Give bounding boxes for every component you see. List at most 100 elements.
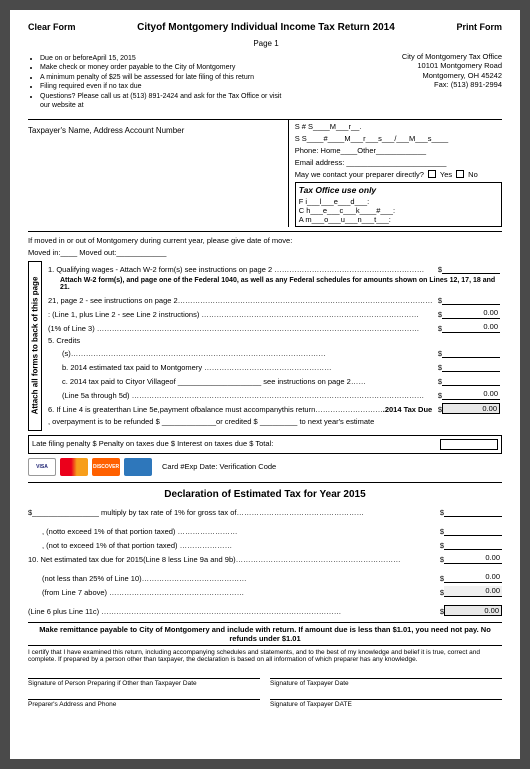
- amount-input[interactable]: [442, 375, 500, 386]
- line-1pct: (1% of Line 3) ……………………………………………………………………: [48, 322, 500, 333]
- no-label: No: [468, 170, 478, 179]
- line-2: : (Line 1, plus Line 2 - see Line 2 inst…: [48, 308, 500, 319]
- tax-form-page: Clear Form Cityof Montgomery Individual …: [10, 10, 520, 759]
- bullet-item: Filing required even if no tax due: [40, 82, 289, 91]
- discover-icon: DISCOVER: [92, 458, 120, 476]
- card-fields: Card #Exp Date: Verification Code: [162, 462, 276, 471]
- topbar: Clear Form Cityof Montgomery Individual …: [28, 22, 502, 48]
- ss-line-1: S # S____M___r__.: [295, 122, 502, 131]
- print-form-button[interactable]: Print Form: [456, 22, 502, 32]
- office-line: Montgomery, OH 45242: [312, 71, 502, 80]
- tax-office-header: Tax Office use only: [299, 185, 498, 195]
- amount-input[interactable]: [444, 539, 502, 550]
- preparer-address[interactable]: Preparer's Address and Phone: [28, 699, 260, 708]
- tax-due-label: .2014 Tax Due: [383, 405, 432, 414]
- amount-input[interactable]: [442, 294, 500, 305]
- line-5-credits: 5. Credits: [48, 336, 500, 345]
- move-date-section: If moved in or out of Montgomery during …: [28, 231, 502, 257]
- line-21p: 21, page 2 - see instructions on page 2……: [48, 294, 500, 305]
- attach-sidebar: Attach all forms to back of this page: [28, 261, 42, 431]
- bullet-item: Due on or beforeApril 15, 2015: [40, 54, 289, 63]
- amount-value: 0.00: [444, 572, 502, 583]
- line-text: : (Line 1, plus Line 2 - see Line 2 inst…: [48, 310, 438, 319]
- header-row: Due on or beforeApril 15, 2015 Make chec…: [28, 52, 502, 111]
- taxpayer-signature[interactable]: Signature of Taxpayer Date: [270, 678, 502, 687]
- line-text: (not less than 25% of Line 10)……………………………: [42, 574, 440, 583]
- line-6: 6. If Line 4 is greaterthan Line 5e,paym…: [48, 403, 500, 414]
- line-1: 1. Qualifying wages - Attach W-2 form(s)…: [48, 263, 500, 274]
- line-text: b. 2014 estimated tax paid to Montgomery…: [62, 363, 438, 372]
- est-line-12: (Line 6 plus Line 11c) ………………………………………………: [28, 605, 502, 616]
- est-line-9a: , (notto exceed 1% of that portion taxed…: [28, 525, 502, 536]
- line-5c: c. 2014 tax paid to Cityor Villageof ___…: [48, 375, 500, 386]
- line-5sum: (Line 5a through 5d) ……………………………………………………: [48, 389, 500, 400]
- phone-line: Phone: Home____Other____________: [295, 146, 502, 155]
- line-5a: (s)………………………………………………………………………………………… $: [48, 347, 500, 358]
- late-filing-row: Late filing penalty $ Penalty on taxes d…: [28, 435, 502, 454]
- line-text: 10. Net estimated tax due for 2015(Line …: [28, 555, 440, 564]
- mastercard-icon: [60, 458, 88, 476]
- late-total-input[interactable]: [440, 439, 498, 450]
- visa-icon: VISA: [28, 458, 56, 476]
- line-text: $________________ multiply by tax rate o…: [28, 508, 440, 517]
- bullet-item: Questions? Please call us at (513) 891-2…: [40, 92, 289, 111]
- amount-value: 0.00: [442, 308, 500, 319]
- signature-row-2: Preparer's Address and Phone Signature o…: [28, 699, 502, 708]
- line-text: (from Line 7 above) ………………………………………………: [42, 588, 440, 597]
- estimated-tax-lines: $________________ multiply by tax rate o…: [28, 506, 502, 616]
- taxpayer-signature-2[interactable]: Signature of Taxpayer DATE: [270, 699, 502, 708]
- main-body: Attach all forms to back of this page 1.…: [28, 261, 502, 431]
- amount-input[interactable]: [444, 506, 502, 517]
- amount-input[interactable]: [444, 525, 502, 536]
- no-checkbox[interactable]: [456, 170, 464, 178]
- attach-note: Attach W-2 form(s), and page one of the …: [60, 277, 500, 291]
- preparer-signature[interactable]: Signature of Person Preparing if Other t…: [28, 678, 260, 687]
- office-line: 10101 Montgomery Road: [312, 61, 502, 70]
- ss-line-2: S S____#____M___r___s___/___M___s____: [295, 134, 502, 143]
- amex-icon: [124, 458, 152, 476]
- amount-value: 0.00: [442, 389, 500, 400]
- line-text: (Line 5a through 5d) ……………………………………………………: [62, 391, 438, 400]
- tax-lines: 1. Qualifying wages - Attach W-2 form(s)…: [42, 261, 502, 431]
- yes-checkbox[interactable]: [428, 170, 436, 178]
- amount-input[interactable]: [442, 263, 500, 274]
- line-text: , (notto exceed 1% of that portion taxed…: [42, 527, 440, 536]
- yes-label: Yes: [440, 170, 452, 179]
- contact-preparer-line: May we contact your preparer directly? Y…: [295, 170, 502, 179]
- move-fields: Moved in:____ Moved out:____________: [28, 248, 502, 257]
- amount-value: 0.00: [444, 553, 502, 564]
- email-line: Email address: ________________________: [295, 158, 502, 167]
- filed-line: F i___l___e___d___:: [299, 197, 498, 206]
- office-line: Fax: (513) 891-2994: [312, 80, 502, 89]
- amount-input[interactable]: [442, 347, 500, 358]
- attach-sidebar-text: Attach all forms to back of this page: [31, 277, 40, 415]
- est-line-8: $________________ multiply by tax rate o…: [28, 506, 502, 517]
- line-text: , (not to exceed 1% of that portion taxe…: [42, 541, 440, 550]
- line-overpayment: , overpayment is to be refunded $ ______…: [48, 417, 500, 426]
- amount-value: 0.00: [442, 322, 500, 333]
- est-line-11b: (from Line 7 above) ……………………………………………… $…: [28, 586, 502, 597]
- late-filing-text: Late filing penalty $ Penalty on taxes d…: [32, 439, 273, 450]
- instruction-bullets: Due on or beforeApril 15, 2015 Make chec…: [28, 54, 289, 111]
- signature-row-1: Signature of Person Preparing if Other t…: [28, 678, 502, 687]
- form-title: Cityof Montgomery Individual Income Tax …: [76, 22, 457, 33]
- declaration-heading: Declaration of Estimated Tax for Year 20…: [28, 489, 502, 500]
- taxpayer-fields: S # S____M___r__. S S____#____M___r___s_…: [289, 120, 502, 227]
- line-text: 21, page 2 - see instructions on page 2……: [48, 296, 438, 305]
- taxpayer-section: Taxpayer's Name, Address Account Number …: [28, 119, 502, 227]
- est-line-10: 10. Net estimated tax due for 2015(Line …: [28, 553, 502, 564]
- certification-text: I certify that I have examined this retu…: [28, 649, 502, 665]
- amount-input[interactable]: [442, 361, 500, 372]
- line-text: (1% of Line 3) ……………………………………………………………………: [48, 324, 438, 333]
- page-number: Page 1: [76, 39, 457, 48]
- tax-office-use-only: Tax Office use only F i___l___e___d___: …: [295, 182, 502, 227]
- bullet-item: A minimum penalty of $25 will be assesse…: [40, 73, 289, 82]
- clear-form-button[interactable]: Clear Form: [28, 22, 76, 32]
- line-text: 6. If Line 4 is greaterthan Line 5e,paym…: [48, 405, 383, 414]
- bullet-item: Make check or money order payable to the…: [40, 63, 289, 72]
- taxpayer-label: Taxpayer's Name, Address Account Number: [28, 120, 289, 227]
- est-line-9b: , (not to exceed 1% of that portion taxe…: [28, 539, 502, 550]
- amount-line: A m___o___u___n___t___:: [299, 215, 498, 224]
- est-line-11a: (not less than 25% of Line 10)……………………………: [28, 572, 502, 583]
- line-text: (Line 6 plus Line 11c) ………………………………………………: [28, 607, 440, 616]
